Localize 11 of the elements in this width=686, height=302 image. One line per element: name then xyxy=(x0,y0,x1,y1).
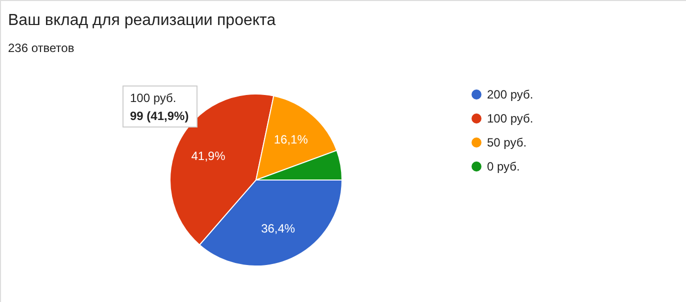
data-label: 41,9% xyxy=(191,149,226,164)
legend-label: 0 руб. xyxy=(487,160,520,174)
data-label: 16,1% xyxy=(274,132,308,147)
data-label: 36,4% xyxy=(261,222,296,236)
text: 236 ответов xyxy=(8,41,74,55)
text: 100 руб. xyxy=(130,91,176,105)
text: 99 (41,9%) xyxy=(130,109,189,123)
chart-title: Ваш вклад для реализации проекта xyxy=(8,12,276,29)
legend-label: 100 руб. xyxy=(487,112,534,126)
legend-label: 50 руб. xyxy=(487,136,527,150)
legend-label: 200 руб. xyxy=(487,88,534,102)
